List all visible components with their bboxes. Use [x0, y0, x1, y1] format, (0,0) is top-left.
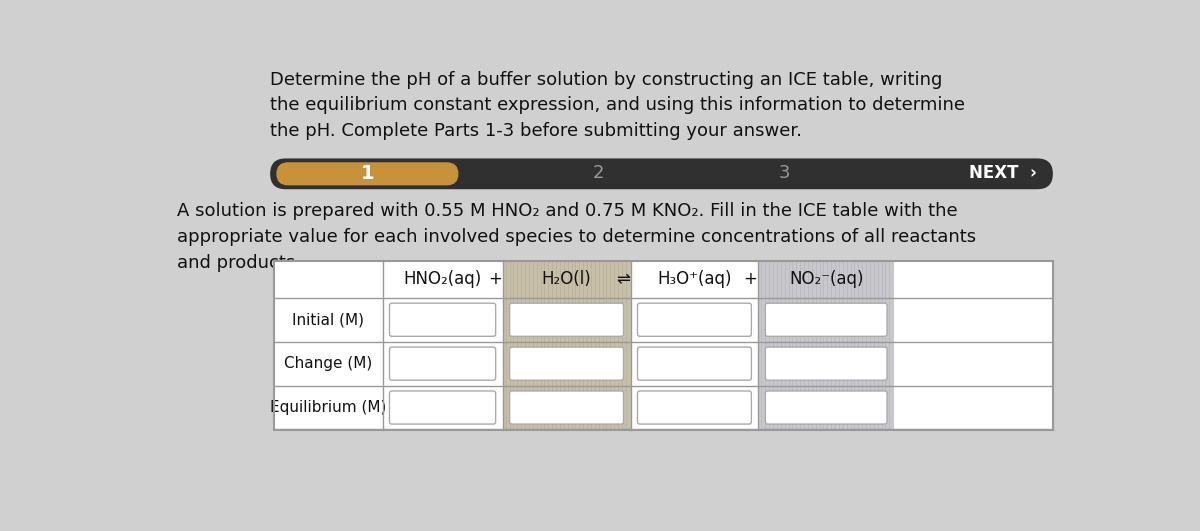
Bar	[758, 261, 894, 430]
FancyBboxPatch shape	[766, 347, 887, 380]
FancyBboxPatch shape	[276, 162, 458, 185]
Text: Change (M): Change (M)	[284, 356, 372, 371]
Text: A solution is prepared with 0.55 M HNO₂ and 0.75 M KNO₂. Fill in the ICE table w: A solution is prepared with 0.55 M HNO₂ …	[178, 202, 977, 272]
FancyBboxPatch shape	[510, 303, 624, 336]
Text: HNO₂(aq): HNO₂(aq)	[403, 270, 481, 288]
Bar	[274, 261, 1052, 430]
FancyBboxPatch shape	[510, 391, 624, 424]
Text: NO₂⁻(aq): NO₂⁻(aq)	[788, 270, 864, 288]
Text: 3: 3	[779, 164, 790, 182]
FancyBboxPatch shape	[390, 347, 496, 380]
Text: H₂O(l): H₂O(l)	[541, 270, 592, 288]
FancyBboxPatch shape	[766, 303, 887, 336]
Bar	[503, 261, 630, 430]
Text: Initial (M): Initial (M)	[293, 312, 365, 327]
Bar	[274, 261, 1052, 430]
Text: +: +	[488, 270, 502, 288]
Text: 1: 1	[360, 164, 374, 183]
FancyBboxPatch shape	[766, 391, 887, 424]
FancyBboxPatch shape	[390, 391, 496, 424]
Text: Equilibrium (M): Equilibrium (M)	[270, 400, 386, 415]
FancyBboxPatch shape	[637, 347, 751, 380]
FancyBboxPatch shape	[637, 391, 751, 424]
Text: ⇌: ⇌	[616, 270, 630, 288]
Text: +: +	[744, 270, 757, 288]
FancyBboxPatch shape	[390, 303, 496, 336]
Text: Determine the pH of a buffer solution by constructing an ICE table, writing
the : Determine the pH of a buffer solution by…	[270, 71, 965, 140]
Text: NEXT  ›: NEXT ›	[968, 164, 1037, 182]
FancyBboxPatch shape	[637, 303, 751, 336]
FancyBboxPatch shape	[510, 347, 624, 380]
Text: H₃O⁺(aq): H₃O⁺(aq)	[658, 270, 732, 288]
FancyBboxPatch shape	[270, 158, 1052, 189]
Text: 2: 2	[593, 164, 605, 182]
